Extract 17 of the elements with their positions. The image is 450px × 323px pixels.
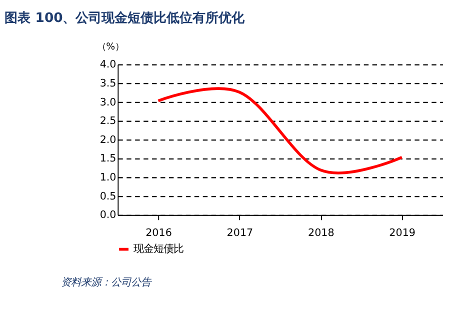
text: 资料来源：公司公告 [61, 276, 152, 289]
y-tick-label: 1.0 [100, 172, 116, 184]
legend-label: 现金短债比 [134, 243, 184, 256]
y-tick-label: 0.0 [100, 209, 116, 222]
x-tick-label: 2017 [226, 227, 254, 240]
y-tick-label: 0.5 [100, 190, 116, 202]
y-tick-label: 3.5 [100, 77, 116, 90]
y-axis-title: （%） [97, 42, 124, 53]
y-tick-label: 4.0 [100, 58, 116, 71]
x-tick-label: 2018 [308, 227, 334, 240]
y-tick-label: 3.0 [100, 96, 116, 108]
x-tick-label: 2016 [146, 227, 172, 240]
y-tick-label: 1.5 [100, 152, 116, 165]
y-tick-label: 2.0 [100, 134, 116, 146]
chart-title: 图表 100、公司现金短债比低位有所优化 [4, 10, 246, 26]
x-tick-label: 2019 [389, 227, 416, 240]
y-tick-label: 2.5 [100, 115, 116, 128]
